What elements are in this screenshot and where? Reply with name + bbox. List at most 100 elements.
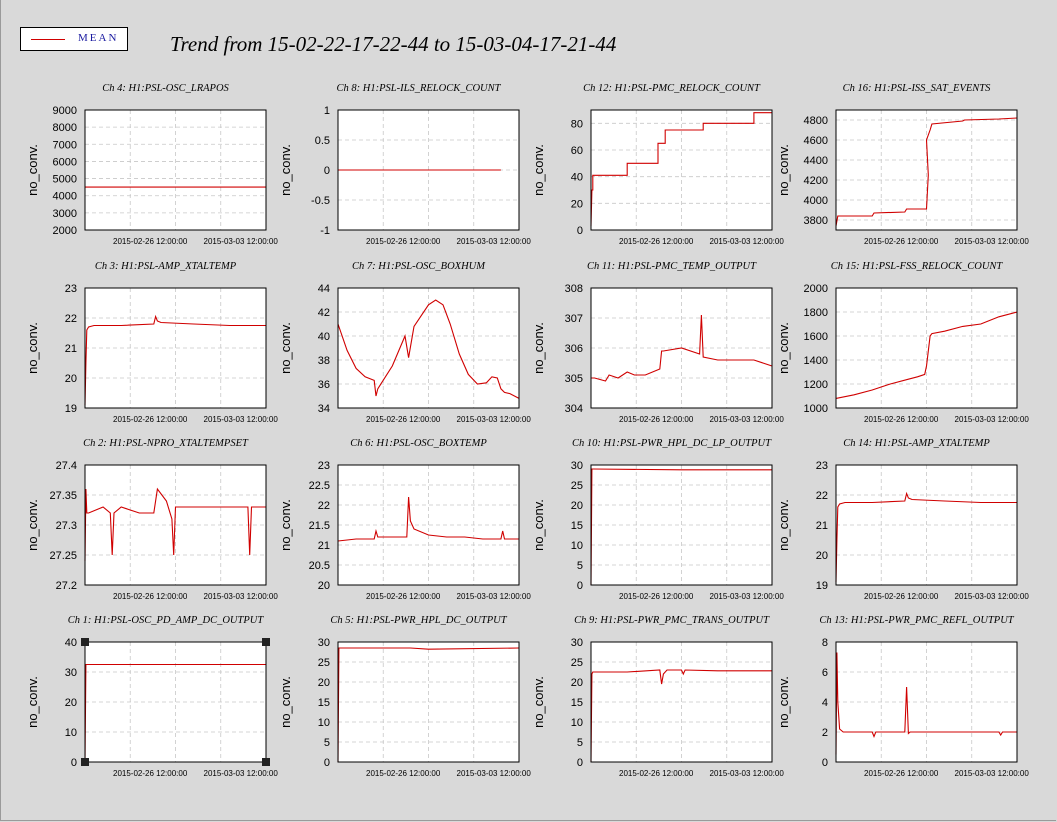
plot-title: Ch 15: H1:PSL-FSS_RELOCK_COUNT xyxy=(831,261,1004,272)
x-tick-label: 2015-03-03 12:00:00 xyxy=(204,592,279,601)
y-axis-label: no_conv. xyxy=(531,144,546,196)
y-tick-label: 20 xyxy=(65,373,77,385)
x-tick-label: 2015-02-26 12:00:00 xyxy=(366,769,441,778)
plot-title: Ch 8: H1:PSL-ILS_RELOCK_COUNT xyxy=(337,83,502,94)
y-tick-label: 44 xyxy=(318,283,330,295)
y-tick-label: 10 xyxy=(65,727,77,739)
selection-handle xyxy=(81,638,89,646)
x-tick-label: 2015-02-26 12:00:00 xyxy=(864,237,939,246)
legend: MEAN xyxy=(20,27,128,51)
x-tick-label: 2015-03-03 12:00:00 xyxy=(955,592,1030,601)
plot-frame xyxy=(590,464,773,586)
y-tick-label: 27.3 xyxy=(56,520,77,532)
y-tick-label: 20 xyxy=(318,580,330,592)
y-tick-label: 38 xyxy=(318,355,330,367)
plot-frame xyxy=(590,287,773,409)
y-tick-label: 40 xyxy=(65,637,77,649)
x-tick-label: 2015-02-26 12:00:00 xyxy=(366,415,441,424)
x-tick-label: 2015-02-26 12:00:00 xyxy=(113,592,188,601)
series-line xyxy=(835,117,1018,227)
y-tick-label: 306 xyxy=(565,343,583,355)
y-tick-label: 308 xyxy=(565,283,583,295)
y-tick-label: 4 xyxy=(822,697,828,709)
plot-frame xyxy=(835,641,1018,763)
y-tick-label: 40 xyxy=(571,172,583,184)
x-tick-label: 2015-02-26 12:00:00 xyxy=(113,415,188,424)
y-tick-label: 4000 xyxy=(804,195,828,207)
y-tick-label: 42 xyxy=(318,307,330,319)
y-tick-label: 15 xyxy=(571,520,583,532)
y-tick-label: 4600 xyxy=(804,135,828,147)
plot-title: Ch 11: H1:PSL-PMC_TEMP_OUTPUT xyxy=(587,261,757,272)
series-line xyxy=(835,311,1018,399)
y-axis-label: no_conv. xyxy=(278,499,293,551)
selection-handle xyxy=(262,638,270,646)
y-tick-label: 30 xyxy=(318,637,330,649)
y-tick-label: 30 xyxy=(571,637,583,649)
plot-title: Ch 3: H1:PSL-AMP_XTALTEMP xyxy=(95,261,237,272)
y-tick-label: 2000 xyxy=(804,283,828,295)
y-tick-label: 10 xyxy=(571,540,583,552)
legend-label: MEAN xyxy=(78,32,119,44)
y-tick-label: 0 xyxy=(822,757,828,769)
series-line xyxy=(591,314,773,382)
plot-frame xyxy=(337,641,520,763)
y-tick-label: 5 xyxy=(577,737,583,749)
x-tick-label: 2015-02-26 12:00:00 xyxy=(366,237,441,246)
y-tick-label: 4200 xyxy=(804,175,828,187)
series-line xyxy=(590,669,772,763)
y-tick-label: 8 xyxy=(822,637,828,649)
series-line xyxy=(835,491,1017,583)
plot-title: Ch 12: H1:PSL-PMC_RELOCK_COUNT xyxy=(583,83,761,94)
y-axis-label: no_conv. xyxy=(776,144,791,196)
y-tick-label: 0 xyxy=(324,165,330,177)
series-line xyxy=(835,652,1017,755)
plot-title: Ch 14: H1:PSL-AMP_XTALTEMP xyxy=(843,438,990,449)
y-tick-label: 1600 xyxy=(804,331,828,343)
x-tick-label: 2015-02-26 12:00:00 xyxy=(619,415,694,424)
y-axis-label: no_conv. xyxy=(776,676,791,728)
series-line xyxy=(337,496,519,542)
y-tick-label: 23 xyxy=(318,460,330,472)
y-tick-label: 34 xyxy=(318,403,330,415)
y-tick-label: 21 xyxy=(816,520,828,532)
y-tick-label: 20 xyxy=(318,677,330,689)
series-line xyxy=(84,487,266,562)
plot-title: Ch 5: H1:PSL-PWR_HPL_DC_OUTPUT xyxy=(330,615,507,626)
y-tick-label: 27.4 xyxy=(56,460,77,472)
y-tick-label: 10 xyxy=(571,717,583,729)
x-tick-label: 2015-03-03 12:00:00 xyxy=(204,769,279,778)
y-tick-label: 23 xyxy=(816,460,828,472)
x-tick-label: 2015-02-26 12:00:00 xyxy=(366,592,441,601)
x-tick-label: 2015-02-26 12:00:00 xyxy=(864,415,939,424)
y-tick-label: -1 xyxy=(320,225,330,237)
y-axis-label: no_conv. xyxy=(278,322,293,374)
plot-frame xyxy=(84,109,267,231)
x-tick-label: 2015-03-03 12:00:00 xyxy=(710,237,785,246)
y-axis-label: no_conv. xyxy=(531,322,546,374)
y-tick-label: 3800 xyxy=(804,215,828,227)
y-tick-label: 30 xyxy=(571,460,583,472)
plot-frame xyxy=(337,109,520,231)
y-tick-label: 40 xyxy=(318,331,330,343)
y-axis-label: no_conv. xyxy=(278,676,293,728)
y-tick-label: 21 xyxy=(65,343,77,355)
selection-handle xyxy=(81,758,89,766)
x-tick-label: 2015-03-03 12:00:00 xyxy=(955,769,1030,778)
series-line xyxy=(84,314,266,406)
x-tick-label: 2015-03-03 12:00:00 xyxy=(955,415,1030,424)
series-line xyxy=(337,647,520,763)
plot-frame xyxy=(84,641,267,763)
y-tick-label: 1200 xyxy=(804,379,828,391)
y-tick-label: 20 xyxy=(816,550,828,562)
x-tick-label: 2015-03-03 12:00:00 xyxy=(710,592,785,601)
y-tick-label: 0 xyxy=(577,225,583,237)
y-axis-label: no_conv. xyxy=(25,676,40,728)
y-tick-label: 2 xyxy=(822,727,828,739)
x-tick-label: 2015-03-03 12:00:00 xyxy=(457,592,532,601)
y-tick-label: 1 xyxy=(324,105,330,117)
plot-title: Ch 13: H1:PSL-PWR_PMC_REFL_OUTPUT xyxy=(819,615,1014,626)
y-tick-label: 21.5 xyxy=(309,520,330,532)
y-tick-label: 80 xyxy=(571,118,583,130)
